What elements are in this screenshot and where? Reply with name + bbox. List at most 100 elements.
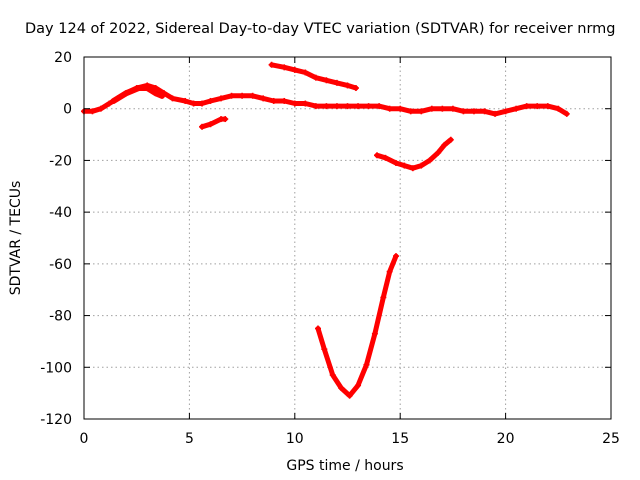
data-point xyxy=(513,105,520,112)
y-tick-label: -120 xyxy=(40,412,72,428)
data-point xyxy=(382,154,389,161)
data-point xyxy=(291,100,298,107)
data-point xyxy=(281,64,288,71)
x-tick-label: 10 xyxy=(286,431,304,447)
data-point xyxy=(386,105,393,112)
data-point xyxy=(401,162,408,169)
data-point xyxy=(380,294,387,301)
data-point xyxy=(323,77,330,84)
series-hump-band xyxy=(110,85,165,104)
data-point xyxy=(321,346,328,353)
data-point xyxy=(365,103,372,110)
data-point xyxy=(333,103,340,110)
data-point xyxy=(302,100,309,107)
data-point xyxy=(470,108,477,115)
data-point xyxy=(392,160,399,167)
y-tick-label: -60 xyxy=(49,257,72,273)
data-point xyxy=(418,162,425,169)
x-tick-label: 20 xyxy=(497,431,515,447)
data-point xyxy=(135,85,142,92)
data-point xyxy=(363,361,370,368)
grid-lines xyxy=(84,57,611,419)
series-deep-v xyxy=(315,253,399,399)
y-tick-label: -100 xyxy=(40,360,72,376)
data-point xyxy=(249,92,256,99)
data-point xyxy=(302,69,309,76)
x-tick-label: 15 xyxy=(391,431,409,447)
data-point xyxy=(199,123,206,130)
data-point xyxy=(260,95,267,102)
data-point xyxy=(312,74,319,81)
data-point xyxy=(374,152,381,159)
data-point xyxy=(190,100,197,107)
data-point xyxy=(449,105,456,112)
data-point xyxy=(207,121,214,128)
y-tick-label: -40 xyxy=(49,205,72,221)
data-point xyxy=(418,108,425,115)
y-tick-label: -20 xyxy=(49,153,72,169)
data-point xyxy=(152,90,159,97)
y-tick-label: 0 xyxy=(63,102,72,118)
plot-frame xyxy=(83,56,612,420)
data-point xyxy=(199,100,206,107)
data-point xyxy=(346,392,353,399)
data-point xyxy=(207,97,214,104)
data-point xyxy=(169,95,176,102)
data-point xyxy=(338,384,345,391)
series-dip-arc xyxy=(374,137,454,171)
data-point xyxy=(397,105,404,112)
data-point xyxy=(355,103,362,110)
data-point xyxy=(218,95,225,102)
data-point xyxy=(460,108,467,115)
axis-ticks: 0 5 10 15 20 25 -120 -100 -80 -60 -40 -20 0 20 xyxy=(40,50,620,447)
data-point xyxy=(329,372,336,379)
y-tick-label: -80 xyxy=(49,309,72,325)
y-axis-label: SDTVAR / TECUs xyxy=(8,181,24,296)
x-axis-label: GPS time / hours xyxy=(286,458,403,474)
data-point xyxy=(228,92,235,99)
x-tick-label: 25 xyxy=(602,431,620,447)
data-point xyxy=(371,330,378,337)
data-point xyxy=(344,82,351,89)
data-point xyxy=(182,97,189,104)
data-point xyxy=(239,92,246,99)
data-point xyxy=(409,165,416,172)
data-point xyxy=(270,97,277,104)
data-point xyxy=(106,100,113,107)
data-point xyxy=(407,108,414,115)
data-point xyxy=(544,103,551,110)
chart-title: Day 124 of 2022, Sidereal Day-to-day VTE… xyxy=(25,21,616,37)
x-tick-label: 5 xyxy=(185,431,194,447)
data-point xyxy=(158,92,165,99)
data-point xyxy=(97,105,104,112)
data-point xyxy=(502,108,509,115)
data-point xyxy=(355,382,362,389)
data-point xyxy=(376,103,383,110)
data-point xyxy=(344,103,351,110)
data-point xyxy=(314,325,321,332)
data-point xyxy=(144,85,151,92)
x-tick-label: 0 xyxy=(80,431,89,447)
data-point xyxy=(563,110,570,117)
data-point xyxy=(312,103,319,110)
data-point xyxy=(89,108,96,115)
data-point xyxy=(426,157,433,164)
data-point xyxy=(534,103,541,110)
data-point xyxy=(441,141,448,148)
data-point xyxy=(268,61,275,68)
data-point xyxy=(447,136,454,143)
data-point xyxy=(291,66,298,73)
data-point xyxy=(110,97,117,104)
data-point xyxy=(481,108,488,115)
data-point xyxy=(523,103,530,110)
data-point xyxy=(428,105,435,112)
y-tick-label: 20 xyxy=(54,50,72,66)
data-point xyxy=(323,103,330,110)
data-point xyxy=(492,110,499,117)
data-point xyxy=(222,116,229,123)
data-point xyxy=(386,268,393,275)
data-point xyxy=(333,79,340,86)
data-point xyxy=(435,149,442,156)
data-series xyxy=(81,61,570,399)
